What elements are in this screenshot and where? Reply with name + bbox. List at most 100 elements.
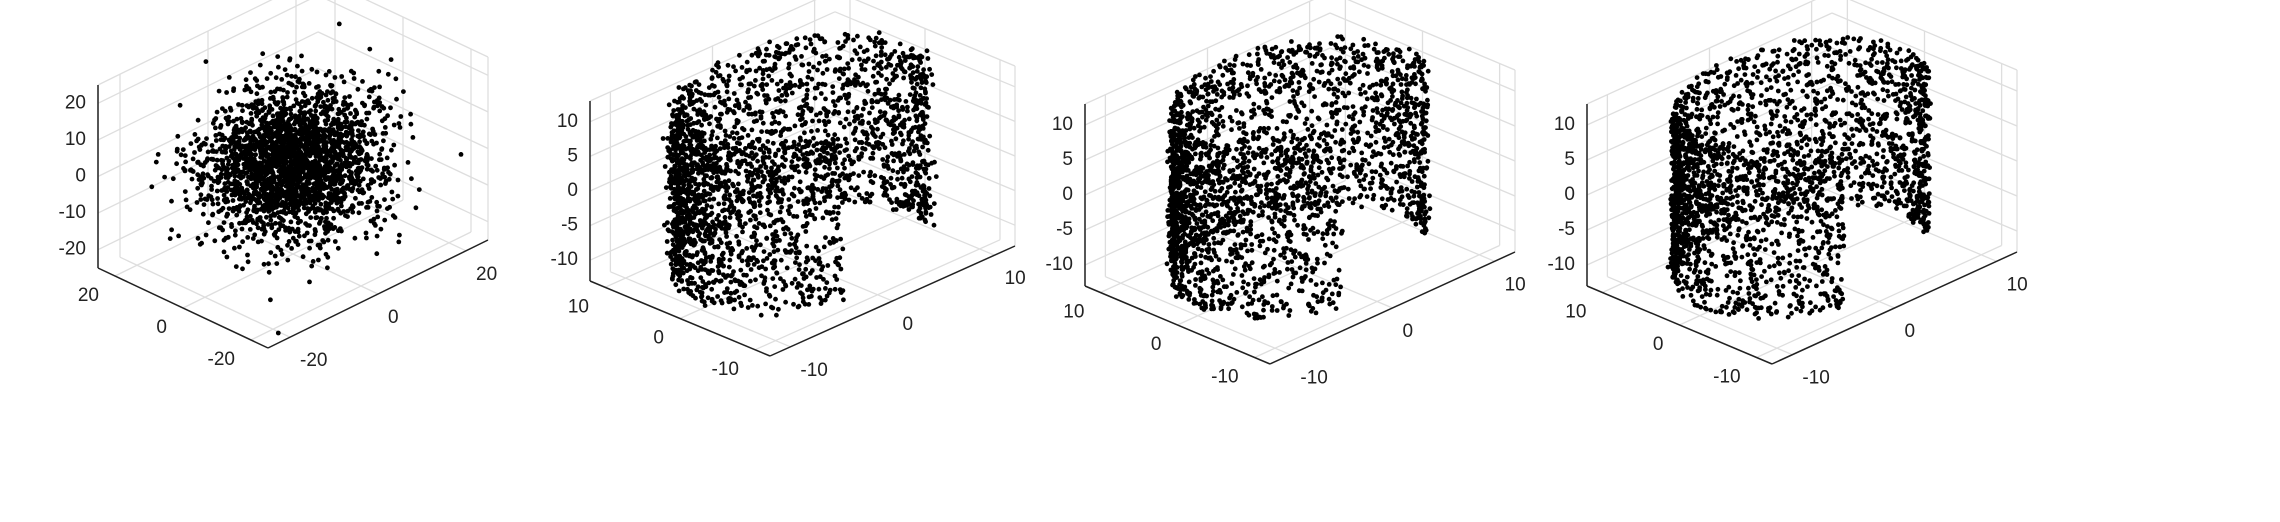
data-point [268,137,273,143]
data-point [910,70,916,75]
data-point [275,244,281,250]
data-point [684,249,689,254]
data-point [240,239,246,245]
data-point [231,207,237,212]
data-point [177,102,183,108]
data-point [822,128,828,134]
data-point [765,187,771,193]
data-point [900,50,906,56]
data-point [280,98,286,104]
data-point [698,264,704,270]
data-point [762,177,767,182]
data-point [804,255,810,261]
data-point [296,207,301,213]
data-point [778,141,784,147]
data-point [734,130,740,136]
data-point [770,176,775,181]
data-point [317,188,323,193]
data-point [368,180,374,186]
data-point [413,205,419,211]
data-point [251,156,257,162]
data-point [710,164,715,170]
data-point [249,171,255,177]
data-point [891,114,897,120]
data-point [823,286,828,291]
data-point [232,245,237,251]
data-point [259,118,264,124]
data-point [825,263,831,268]
data-point [923,210,929,216]
data-point [786,65,791,71]
data-point [267,205,273,211]
data-point [784,92,790,98]
data-point [702,267,708,272]
data-point [314,95,320,100]
data-point [697,97,703,102]
data-point [851,171,856,177]
data-point [873,134,878,140]
data-point [286,118,291,124]
data-point [816,118,822,124]
data-point [190,169,196,174]
data-point [794,214,800,219]
data-point [291,103,297,109]
data-point [914,81,920,87]
z-tick-label: 10 [65,129,86,150]
data-point [245,252,250,258]
data-point [345,183,350,189]
data-point [287,229,293,235]
data-point [764,236,770,241]
data-point [737,76,743,82]
data-point [919,196,925,202]
data-point [811,143,817,149]
data-point [392,162,397,168]
data-point [294,152,299,158]
data-point [780,287,786,292]
data-point [176,233,182,239]
wall-grid-line [97,0,310,104]
data-point [837,120,843,126]
data-point [340,132,346,138]
data-point [725,106,731,112]
data-point [926,175,932,181]
data-point [826,141,832,147]
data-point [846,177,851,183]
data-point [691,133,697,139]
data-point [760,87,766,92]
data-point [822,195,827,201]
data-point [230,155,236,161]
data-point [705,115,711,121]
data-point [875,126,880,132]
data-point [274,235,280,241]
data-point [337,181,343,187]
data-point [321,239,327,245]
data-point [719,252,725,258]
data-point [365,205,371,210]
data-point [786,197,792,202]
data-point [736,181,741,187]
data-point [835,165,840,171]
data-point [792,82,798,88]
data-point [803,229,809,234]
data-point [328,154,334,159]
data-point [328,82,333,88]
data-point [760,120,766,126]
data-point [835,136,841,142]
data-point [904,167,910,172]
data-point [812,167,818,173]
data-point [832,149,837,155]
data-point [286,124,292,130]
data-point [727,257,733,263]
data-point [832,132,838,138]
data-point [800,62,806,68]
data-point [678,203,683,209]
data-point [929,72,935,77]
data-point [769,304,774,310]
data-point [296,203,302,209]
data-point [688,280,694,286]
data-point [731,64,736,70]
data-point [220,161,226,167]
data-point [315,136,321,142]
